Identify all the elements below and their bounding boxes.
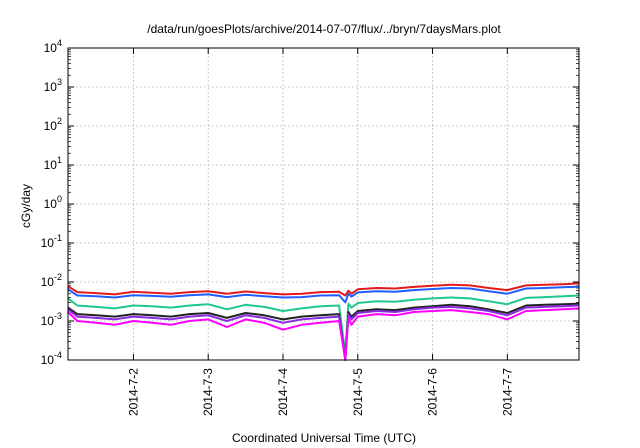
y-tick-label: 10-3 bbox=[41, 311, 62, 328]
y-tick-label: 10-2 bbox=[41, 272, 62, 289]
x-axis-label: Coordinated Universal Time (UTC) bbox=[232, 431, 416, 445]
y-tick-label: 104 bbox=[44, 38, 62, 55]
series-line-5 bbox=[67, 304, 580, 361]
x-tick-label: 2014-7-3 bbox=[201, 368, 215, 416]
y-tick-label: 10-4 bbox=[41, 350, 62, 367]
plot-frame bbox=[67, 47, 580, 361]
y-tick-label: 103 bbox=[44, 77, 62, 94]
series-line-2 bbox=[67, 285, 580, 304]
x-tick-label: 2014-7-7 bbox=[500, 368, 514, 416]
y-tick-label: 10-1 bbox=[41, 233, 62, 250]
series-line-4 bbox=[67, 302, 580, 361]
series-line-1 bbox=[67, 282, 580, 297]
x-axis-ticks: 2014-7-2 2014-7-3 2014-7-4 2014-7-5 2014-7-6… bbox=[126, 48, 514, 416]
series-line-3 bbox=[67, 294, 580, 355]
x-tick-label: 2014-7-2 bbox=[126, 368, 140, 416]
plot-series bbox=[67, 282, 580, 361]
y-tick-label: 102 bbox=[44, 116, 62, 133]
x-tick-label: 2014-7-6 bbox=[426, 368, 440, 416]
y-tick-label: 101 bbox=[44, 155, 62, 172]
y-tick-label: 100 bbox=[44, 194, 62, 211]
y-axis-ticks: 10-4 10-3 10-2 10-1 100 101 102 103 104 bbox=[41, 38, 579, 367]
series-line-6 bbox=[67, 307, 580, 361]
chart-title: /data/run/goesPlots/archive/2014-07-07/f… bbox=[147, 22, 501, 36]
x-tick-label: 2014-7-5 bbox=[351, 368, 365, 416]
x-tick-label: 2014-7-4 bbox=[276, 368, 290, 416]
grid bbox=[68, 48, 579, 360]
y-axis-label: cGy/day bbox=[19, 184, 33, 228]
